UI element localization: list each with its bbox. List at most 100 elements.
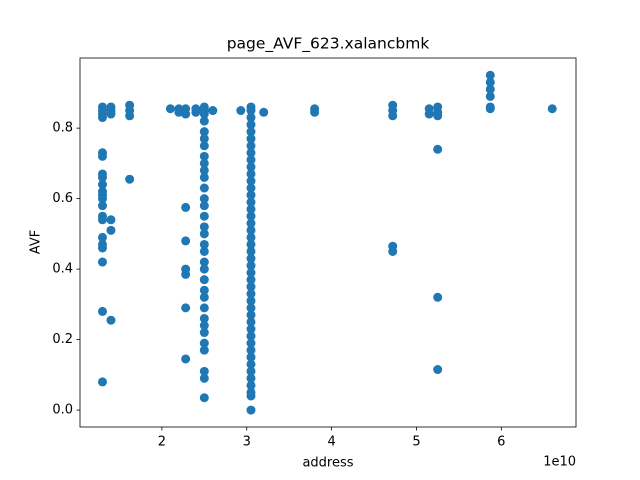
y-axis-label: AVF — [29, 230, 44, 254]
point — [246, 225, 256, 235]
point — [181, 354, 191, 364]
point — [199, 239, 209, 249]
point — [246, 317, 256, 327]
point — [199, 373, 209, 383]
point — [97, 377, 107, 387]
y-tick-label: 0.8 — [52, 121, 73, 136]
point — [191, 107, 201, 117]
point — [199, 222, 209, 232]
point — [310, 107, 320, 117]
point — [433, 365, 443, 375]
point — [433, 111, 443, 121]
point — [246, 211, 256, 221]
point — [181, 303, 191, 313]
point — [199, 366, 209, 376]
point — [199, 151, 209, 161]
point — [125, 111, 135, 121]
point — [208, 106, 218, 116]
point — [97, 194, 107, 204]
point — [106, 315, 116, 325]
point — [199, 257, 209, 267]
point — [97, 151, 107, 161]
point — [199, 285, 209, 295]
point — [97, 257, 107, 267]
point — [165, 104, 175, 114]
point — [246, 405, 256, 415]
point — [259, 107, 269, 117]
point — [199, 211, 209, 221]
point — [106, 225, 116, 235]
point — [246, 127, 256, 137]
point — [246, 366, 256, 376]
point — [246, 134, 256, 144]
point — [199, 338, 209, 348]
point — [246, 232, 256, 242]
point — [97, 172, 107, 182]
point — [199, 328, 209, 338]
point — [236, 106, 246, 116]
point — [199, 172, 209, 182]
y-tick-label: 0.0 — [52, 403, 73, 418]
point — [246, 113, 256, 123]
x-axis-label: address — [302, 456, 353, 471]
point — [246, 352, 256, 362]
point — [199, 194, 209, 204]
point — [199, 229, 209, 239]
y-tick-label: 0.2 — [52, 332, 73, 347]
point — [246, 373, 256, 383]
point — [181, 202, 191, 212]
point — [246, 296, 256, 306]
point — [485, 104, 495, 114]
x-tick-label: 6 — [497, 435, 505, 450]
plot-frame — [79, 57, 577, 428]
point — [199, 116, 209, 126]
x-tick-label: 4 — [327, 435, 335, 450]
point — [199, 393, 209, 403]
point — [199, 158, 209, 168]
point — [246, 246, 256, 256]
point — [246, 387, 256, 397]
point — [246, 338, 256, 348]
point — [199, 246, 209, 256]
point — [97, 215, 107, 225]
point — [246, 148, 256, 158]
point — [246, 282, 256, 292]
point — [97, 201, 107, 211]
point — [199, 201, 209, 211]
point — [246, 239, 256, 249]
point — [181, 236, 191, 246]
point — [174, 107, 184, 117]
point — [97, 180, 107, 190]
point — [246, 261, 256, 271]
point — [246, 141, 256, 151]
point — [246, 162, 256, 172]
x-offset-label: 1e10 — [543, 455, 576, 470]
point — [199, 165, 209, 175]
point — [547, 104, 557, 114]
point — [199, 303, 209, 313]
point — [199, 264, 209, 274]
point — [246, 169, 256, 179]
point — [246, 359, 256, 369]
point — [433, 292, 443, 302]
point — [246, 331, 256, 341]
y-tick-label: 0.4 — [52, 262, 73, 277]
point — [199, 320, 209, 330]
point — [199, 183, 209, 193]
point — [246, 303, 256, 313]
point — [246, 197, 256, 207]
point — [246, 102, 256, 112]
point — [246, 268, 256, 278]
point — [485, 70, 495, 80]
point — [199, 127, 209, 137]
point — [181, 269, 191, 279]
point — [246, 275, 256, 285]
point — [199, 109, 209, 119]
point — [199, 313, 209, 323]
point — [246, 380, 256, 390]
point — [246, 120, 256, 130]
point — [199, 141, 209, 151]
point — [199, 134, 209, 144]
point — [246, 190, 256, 200]
